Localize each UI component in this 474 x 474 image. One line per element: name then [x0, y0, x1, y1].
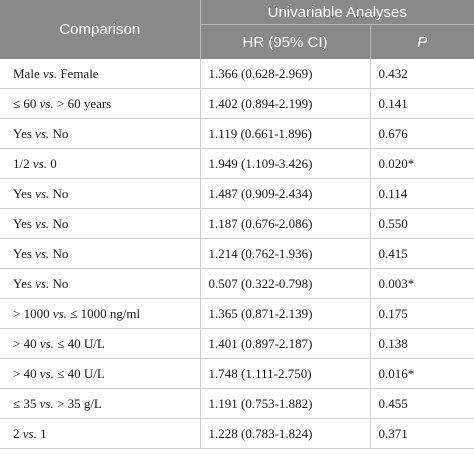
comparison-cell: Yes vs. No [0, 268, 200, 299]
comparison-cell: Yes vs. No [0, 238, 200, 269]
comparison-header: Comparison [0, 0, 200, 59]
table-row: Yes vs. No 1.487 (0.909-2.434) 0.114 [0, 178, 474, 209]
comparison-right: No [49, 125, 69, 141]
table-header: Comparison Univariable Analyses HR (95% … [0, 0, 474, 59]
comparison-right: No [49, 185, 69, 201]
comparison-left: Yes [13, 125, 36, 141]
comparison-cell: ≤ 35 vs. > 35 g/L [0, 388, 200, 419]
comparison-left: > 1000 [13, 305, 53, 321]
versus-label: vs. [39, 335, 54, 351]
comparison-right: ≤ 40 U/L [53, 335, 105, 351]
versus-label: vs. [35, 275, 50, 291]
p-value-cell: 0.020* [369, 148, 474, 179]
table-row: Male vs. Female 1.366 (0.628-2.969) 0.432 [0, 59, 474, 89]
hr-ci-cell: 1.366 (0.628-2.969) [199, 59, 370, 89]
hr-ci-cell: 1.949 (1.109-3.426) [199, 148, 370, 179]
hr-ci-cell: 0.507 (0.322-0.798) [199, 268, 370, 299]
comparison-cell: 1/2 vs. 0 [0, 148, 200, 179]
hr-ci-cell: 1.228 (0.783-1.824) [199, 418, 370, 449]
hr-ci-cell: 1.214 (0.762-1.936) [199, 238, 370, 269]
comparison-right: > 35 g/L [53, 395, 102, 411]
p-value-cell: 0.003* [369, 268, 474, 299]
versus-label: vs. [39, 365, 54, 381]
comparison-left: Male [13, 65, 43, 81]
versus-label: vs. [35, 245, 50, 261]
hr-ci-header: HR (95% CI) [199, 24, 370, 59]
hr-ci-cell: 1.365 (0.871-2.139) [199, 298, 370, 329]
comparison-left: Yes [13, 185, 36, 201]
comparison-left: ≤ 35 [13, 395, 40, 411]
table-body: Male vs. Female 1.366 (0.628-2.969) 0.432 ≤… [0, 59, 474, 449]
comparison-cell: ≤ 60 vs. > 60 years [0, 88, 200, 119]
table-row: Yes vs. No 1.214 (0.762-1.936) 0.415 [0, 238, 474, 269]
p-value-cell: 0.138 [369, 328, 474, 359]
comparison-left: Yes [13, 245, 36, 261]
table-row: Yes vs. No 0.507 (0.322-0.798) 0.003* [0, 268, 474, 299]
hr-ci-cell: 1.402 (0.894-2.199) [199, 88, 370, 119]
comparison-cell: > 40 vs. ≤ 40 U/L [0, 358, 200, 389]
comparison-right: Female [57, 65, 99, 81]
comparison-left: 1/2 [13, 155, 33, 171]
comparison-right: No [49, 215, 69, 231]
table-row: Yes vs. No 1.119 (0.661-1.896) 0.676 [0, 118, 474, 149]
comparison-cell: Male vs. Female [0, 59, 200, 89]
table-row: > 1000 vs. ≤ 1000 ng/ml 1.365 (0.871-2.13… [0, 298, 474, 329]
comparison-right: No [49, 275, 69, 291]
p-value-cell: 0.114 [369, 178, 474, 209]
versus-label: vs. [52, 305, 67, 321]
p-value-cell: 0.371 [369, 418, 474, 449]
versus-label: vs. [35, 125, 50, 141]
versus-label: vs. [39, 395, 54, 411]
hr-ci-cell: 1.401 (0.897-2.187) [199, 328, 370, 359]
comparison-cell: 2 vs. 1 [0, 418, 200, 449]
comparison-right: ≤ 1000 ng/ml [66, 305, 141, 321]
versus-label: vs. [32, 155, 47, 171]
p-value-cell: 0.141 [369, 88, 474, 119]
comparison-cell: Yes vs. No [0, 178, 200, 209]
hr-ci-cell: 1.187 (0.676-2.086) [199, 208, 370, 239]
univariable-analyses-header: Univariable Analyses [199, 0, 474, 25]
p-value-cell: 0.676 [369, 118, 474, 149]
versus-label: vs. [22, 425, 37, 441]
table-row: > 40 vs. ≤ 40 U/L 1.401 (0.897-2.187) 0.13… [0, 328, 474, 359]
p-value-cell: 0.432 [369, 59, 474, 89]
comparison-cell: > 1000 vs. ≤ 1000 ng/ml [0, 298, 200, 329]
table-row: ≤ 35 vs. > 35 g/L 1.191 (0.753-1.882) 0.45… [0, 388, 474, 419]
versus-label: vs. [35, 215, 50, 231]
hr-ci-cell: 1.748 (1.111-2.750) [199, 358, 370, 389]
comparison-right: 1 [36, 425, 47, 441]
p-value-cell: 0.175 [369, 298, 474, 329]
comparison-left: Yes [13, 215, 36, 231]
p-value-cell: 0.016* [369, 358, 474, 389]
comparison-cell: Yes vs. No [0, 118, 200, 149]
comparison-left: > 40 [13, 365, 40, 381]
p-value-cell: 0.415 [369, 238, 474, 269]
comparison-left: > 40 [13, 335, 40, 351]
versus-label: vs. [42, 65, 58, 81]
p-value-cell: 0.455 [369, 388, 474, 419]
comparison-right: ≤ 40 U/L [53, 365, 105, 381]
table-row: ≤ 60 vs. > 60 years 1.402 (0.894-2.199) 0.… [0, 88, 474, 119]
hr-ci-cell: 1.487 (0.909-2.434) [199, 178, 370, 209]
comparison-left: 2 [13, 425, 23, 441]
comparison-right: > 60 years [53, 95, 112, 111]
hr-ci-cell: 1.191 (0.753-1.882) [199, 388, 370, 419]
univariable-analyses-table: Comparison Univariable Analyses HR (95% … [0, 0, 474, 449]
p-value-header: P [369, 24, 474, 59]
table-row: 2 vs. 1 1.228 (0.783-1.824) 0.371 [0, 418, 474, 449]
p-value-cell: 0.550 [369, 208, 474, 239]
comparison-cell: Yes vs. No [0, 208, 200, 239]
table-row: Yes vs. No 1.187 (0.676-2.086) 0.550 [0, 208, 474, 239]
comparison-right: No [49, 245, 69, 261]
comparison-left: ≤ 60 [13, 95, 40, 111]
table-row: > 40 vs. ≤ 40 U/L 1.748 (1.111-2.750) 0.01… [0, 358, 474, 389]
comparison-right: 0 [46, 155, 57, 171]
versus-label: vs. [35, 185, 50, 201]
versus-label: vs. [39, 95, 54, 111]
comparison-cell: > 40 vs. ≤ 40 U/L [0, 328, 200, 359]
hr-ci-cell: 1.119 (0.661-1.896) [199, 118, 370, 149]
table-row: 1/2 vs. 0 1.949 (1.109-3.426) 0.020* [0, 148, 474, 179]
comparison-left: Yes [13, 275, 36, 291]
